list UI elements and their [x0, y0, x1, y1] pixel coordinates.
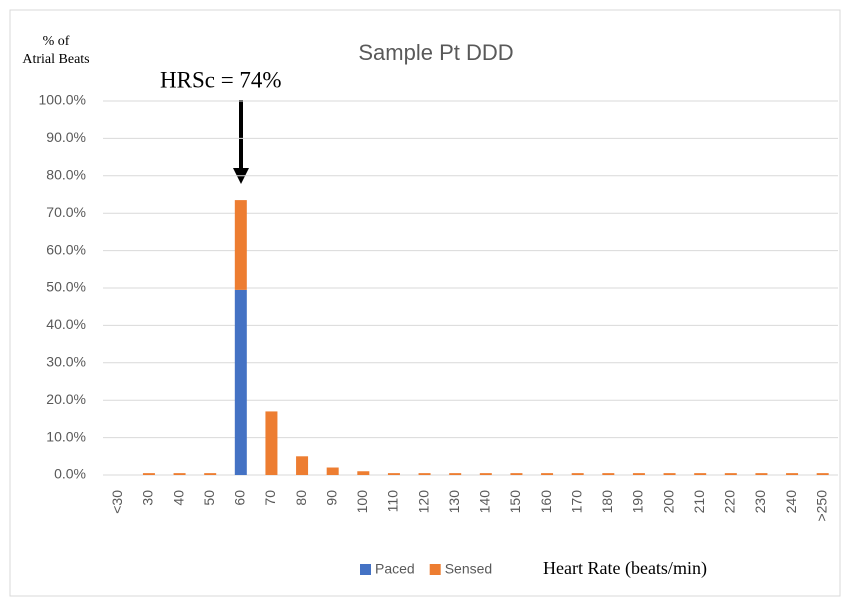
- x-tick-label: 50: [201, 490, 217, 506]
- bar: [449, 473, 462, 475]
- x-tick-label: 170: [568, 490, 584, 514]
- x-tick-label: <30: [109, 490, 125, 514]
- bar: [418, 473, 431, 475]
- chart-border: [9, 9, 841, 597]
- y-tick-label: 60.0%: [46, 241, 86, 257]
- x-tick-label: 210: [691, 490, 707, 514]
- x-tick-label: 150: [507, 490, 523, 514]
- bar: [479, 473, 492, 475]
- bar: [234, 289, 247, 475]
- y-axis-label: % of: [43, 34, 70, 49]
- bar: [724, 473, 737, 475]
- x-tick-label: >250: [813, 490, 829, 522]
- legend-label: Paced: [375, 561, 415, 577]
- bar: [296, 456, 309, 475]
- x-axis-label: Heart Rate (beats/min): [543, 558, 707, 579]
- bar: [571, 473, 584, 475]
- y-tick-label: 90.0%: [46, 129, 86, 145]
- x-tick-label: 200: [660, 490, 676, 514]
- x-tick-label: 60: [232, 490, 248, 506]
- x-tick-label: 110: [385, 490, 401, 513]
- x-tick-label: 160: [538, 490, 554, 514]
- legend-label: Sensed: [445, 561, 492, 577]
- bar: [755, 473, 768, 475]
- y-tick-label: 50.0%: [46, 279, 86, 295]
- bar: [357, 471, 370, 475]
- y-tick-label: 40.0%: [46, 316, 86, 332]
- x-tick-label: 120: [415, 490, 431, 514]
- y-tick-label: 80.0%: [46, 167, 86, 183]
- y-tick-label: 20.0%: [46, 391, 86, 407]
- x-tick-label: 140: [477, 490, 493, 514]
- bar: [816, 473, 829, 475]
- x-tick-label: 220: [722, 490, 738, 514]
- x-tick-label: 90: [323, 490, 339, 506]
- x-tick-label: 130: [446, 490, 462, 514]
- bar: [142, 473, 155, 475]
- x-tick-label: 30: [140, 490, 156, 506]
- y-tick-label: 10.0%: [46, 428, 86, 444]
- bar: [173, 473, 186, 475]
- y-axis-label: Atrial Beats: [22, 52, 89, 67]
- bar: [694, 473, 707, 475]
- bar: [387, 473, 400, 475]
- legend-swatch: [360, 564, 371, 575]
- bar: [326, 467, 339, 475]
- y-tick-label: 30.0%: [46, 354, 86, 370]
- x-tick-label: 70: [262, 490, 278, 506]
- y-tick-label: 100.0%: [39, 92, 86, 108]
- bar: [663, 473, 676, 475]
- bar: [602, 473, 615, 475]
- annotation: HRSc = 74%: [160, 67, 282, 92]
- bar: [234, 200, 247, 290]
- x-tick-label: 230: [752, 490, 768, 514]
- bar: [204, 473, 217, 475]
- bar: [786, 473, 799, 475]
- legend-swatch: [429, 564, 441, 575]
- bar: [632, 473, 645, 475]
- bar: [265, 411, 278, 475]
- y-tick-label: 70.0%: [46, 204, 86, 220]
- x-tick-label: 80: [293, 490, 309, 506]
- x-tick-label: 100: [354, 490, 370, 514]
- y-tick-label: 0.0%: [54, 466, 86, 482]
- x-tick-label: 40: [170, 490, 186, 506]
- x-tick-label: 240: [783, 490, 799, 514]
- bar: [510, 473, 523, 475]
- bar: [541, 473, 554, 475]
- x-tick-label: 180: [599, 490, 615, 514]
- chart-title: Sample Pt DDD: [358, 40, 513, 65]
- x-tick-label: 190: [630, 490, 646, 514]
